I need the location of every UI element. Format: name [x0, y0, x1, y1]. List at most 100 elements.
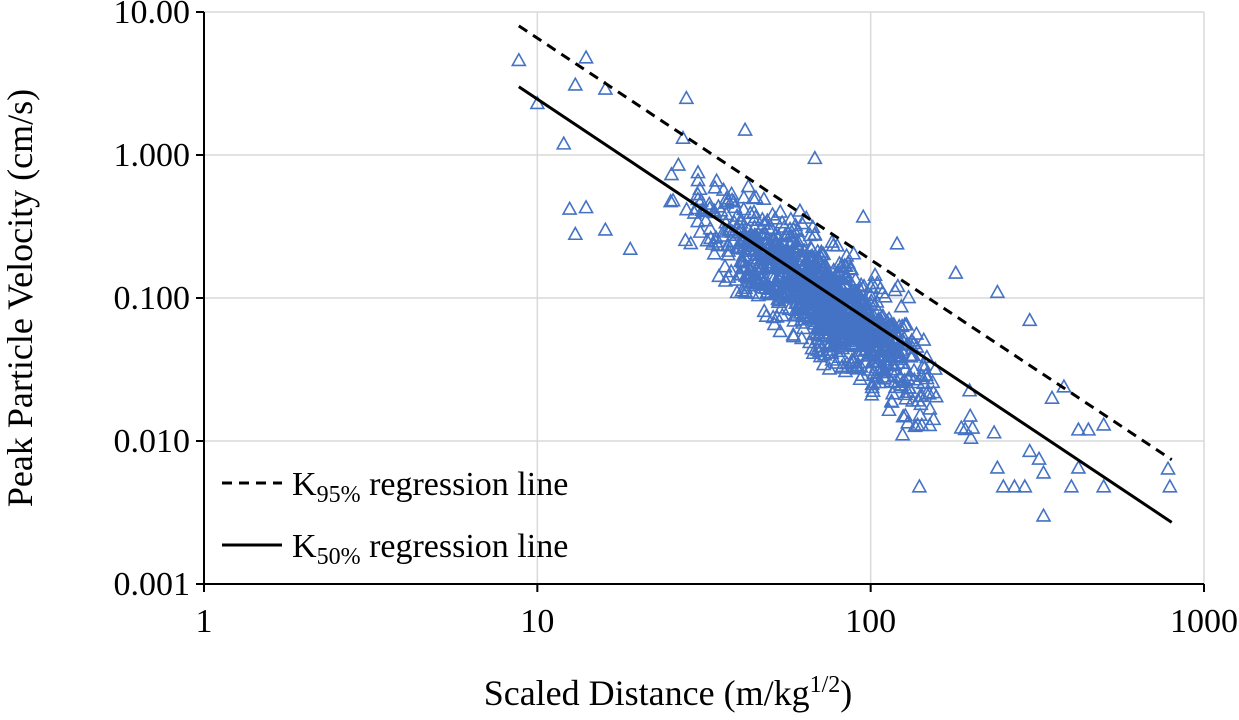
data-point-triangle: [832, 259, 849, 274]
data-point-triangle: [862, 321, 879, 336]
data-point-triangle: [693, 192, 709, 208]
data-point-triangle: [989, 283, 1006, 299]
data-point-triangle: [1016, 478, 1033, 493]
data-point-triangle: [740, 178, 757, 193]
data-point-triangle: [802, 227, 819, 242]
data-point-triangle: [756, 230, 772, 245]
data-point-triangle: [751, 254, 768, 269]
data-point-triangle: [707, 179, 723, 194]
data-point-triangle: [1044, 389, 1060, 404]
data-point-triangle: [567, 225, 584, 241]
data-point-triangle: [904, 392, 921, 407]
data-point-triangle: [815, 245, 832, 261]
data-point-triangle: [764, 268, 780, 283]
data-point-triangle: [1070, 459, 1087, 474]
data-point-triangle: [1095, 416, 1112, 431]
y-tick-label: 1.000: [114, 137, 191, 174]
data-point-triangle: [826, 337, 843, 353]
data-point-triangle: [719, 237, 736, 252]
data-point-triangle: [718, 205, 735, 221]
data-point-triangle: [811, 338, 828, 353]
data-point-triangle: [747, 271, 764, 286]
data-point-triangle: [1021, 442, 1038, 458]
data-point-triangle: [717, 258, 733, 273]
data-point-triangle: [855, 208, 872, 223]
data-point-triangle: [862, 286, 879, 302]
data-point-triangle: [868, 343, 885, 358]
data-point-triangle: [706, 245, 723, 260]
data-point-triangle: [809, 331, 826, 346]
data-point-triangle: [720, 246, 737, 261]
data-point-triangle: [894, 317, 910, 333]
legend-k50-sub: 50%: [317, 544, 361, 570]
data-point-triangle: [798, 209, 815, 224]
data-point-triangle: [777, 288, 794, 303]
tick-labels: 1 10 100 1000 0.001 0.010 0.100 1.000 10.00: [114, 0, 1239, 640]
data-point-triangle: [829, 237, 846, 252]
data-point-triangle: [665, 192, 681, 207]
data-point-triangle: [893, 341, 910, 356]
data-point-triangle: [756, 272, 773, 287]
data-point-triangle: [750, 287, 767, 302]
data-point-triangle: [894, 373, 911, 389]
data-point-triangle: [889, 235, 905, 250]
x-tick-label: 1000: [1170, 603, 1238, 640]
legend-k95-label: K95% regression line: [292, 466, 568, 508]
data-point-triangle: [1095, 478, 1112, 493]
data-point-triangle: [801, 287, 818, 302]
data-point-triangle: [737, 280, 754, 295]
data-point-triangle: [850, 328, 867, 343]
data-point-triangle: [859, 336, 875, 351]
data-point-triangle: [962, 407, 979, 422]
data-point-triangle: [701, 195, 718, 210]
data-point-triangle: [861, 361, 878, 376]
data-point-triangle: [699, 232, 715, 247]
data-point-triangle: [913, 395, 929, 411]
data-point-triangle: [851, 313, 868, 329]
data-point-triangle: [690, 164, 706, 179]
data-point-triangle: [995, 478, 1012, 493]
data-point-triangle: [749, 228, 765, 243]
data-point-triangle: [849, 360, 865, 375]
x-axis-title-end: ): [840, 673, 852, 713]
data-point-triangle: [838, 247, 855, 262]
data-point-triangle: [1021, 312, 1038, 327]
data-point-triangle: [746, 211, 762, 226]
legend-k50-main: K: [292, 528, 317, 565]
data-point-triangle: [740, 269, 757, 284]
data-point-triangle: [796, 243, 813, 258]
data-point-triangle: [772, 323, 788, 338]
data-point-triangle: [902, 348, 919, 363]
data-point-triangle: [911, 478, 928, 493]
data-point-triangle: [689, 213, 706, 228]
data-point-triangle: [838, 268, 855, 283]
data-point-triangle: [846, 337, 863, 353]
data-point-triangle: [692, 180, 708, 196]
data-point-triangle: [804, 303, 821, 318]
data-point-triangle: [785, 326, 802, 341]
data-point-triangle: [1070, 421, 1087, 436]
data-point-triangle: [810, 319, 827, 334]
data-point-triangle: [720, 192, 737, 208]
data-point-triangle: [826, 322, 843, 337]
data-point-triangle: [908, 325, 925, 340]
data-point-triangle: [894, 426, 911, 441]
data-point-triangle: [900, 289, 917, 304]
data-point-triangle: [806, 290, 823, 305]
y-tick-label: 0.100: [114, 280, 191, 317]
data-point-triangle: [745, 190, 762, 205]
data-point-triangle: [820, 307, 837, 322]
data-point-triangle: [828, 354, 844, 369]
k50-regression-line: [517, 85, 1173, 524]
data-point-triangle: [846, 287, 863, 302]
data-point-triangle: [662, 193, 679, 208]
data-point-triangle: [814, 285, 830, 301]
data-point-triangle: [885, 356, 901, 371]
data-point-triangle: [622, 240, 639, 256]
data-point-triangle: [561, 200, 578, 215]
data-point-triangle: [810, 327, 827, 342]
data-point-triangle: [756, 215, 772, 230]
data-point-triangle: [875, 363, 892, 378]
data-point-triangle: [1006, 478, 1023, 493]
data-point-triangle: [909, 374, 926, 389]
